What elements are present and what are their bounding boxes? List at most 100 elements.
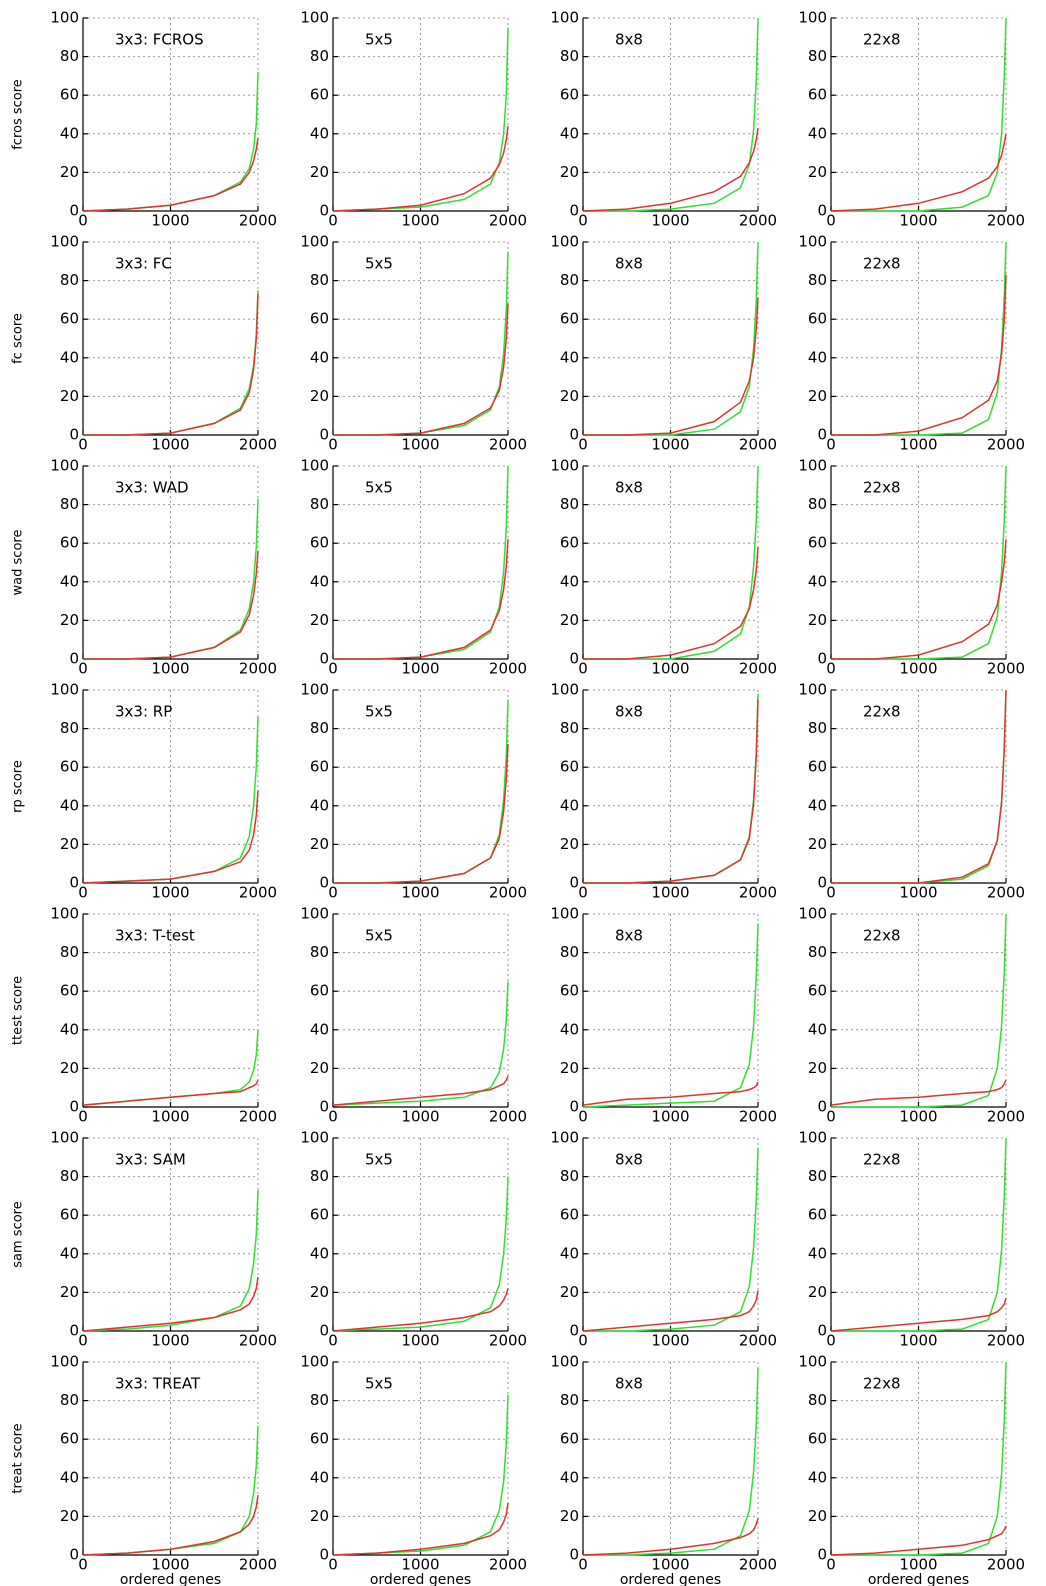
x-axis-label: ordered genes	[620, 1572, 721, 1586]
x-tick-label: 2000	[739, 1332, 777, 1350]
x-tick-label: 0	[328, 884, 338, 902]
x-tick-label: 1000	[151, 1556, 189, 1574]
y-tick-label: 40	[310, 1020, 329, 1038]
y-tick-label: 20	[560, 835, 579, 853]
y-tick-label: 0	[569, 650, 579, 668]
y-axis-label: fc score	[11, 313, 26, 364]
series-line	[333, 539, 509, 660]
series-line	[831, 241, 1007, 436]
y-tick-label: 60	[808, 534, 827, 552]
series-line	[583, 465, 759, 660]
y-tick-label: 60	[60, 758, 79, 776]
x-tick-label: 2000	[739, 660, 777, 678]
x-tick-label: 2000	[987, 1332, 1025, 1350]
y-tick-label: 20	[808, 611, 827, 629]
y-tick-label: 20	[808, 1507, 827, 1525]
y-tick-label: 60	[560, 982, 579, 1000]
y-tick-label: 20	[310, 1507, 329, 1525]
chart-title: 3x3: FCROS	[115, 31, 204, 49]
x-tick-label: 1000	[151, 884, 189, 902]
x-tick-label: 0	[578, 660, 588, 678]
series-line	[830, 133, 1007, 212]
y-tick-label: 80	[60, 495, 79, 513]
series-line	[582, 1081, 759, 1106]
y-tick-label: 100	[50, 233, 79, 251]
x-tick-label: 0	[826, 1108, 836, 1126]
x-tick-label: 0	[826, 884, 836, 902]
y-tick-label: 80	[560, 271, 579, 289]
y-tick-label: 60	[560, 1206, 579, 1224]
chart-title: 8x8	[615, 31, 643, 49]
y-tick-label: 80	[60, 1391, 79, 1409]
x-tick-label: 0	[826, 1332, 836, 1350]
y-tick-label: 60	[60, 534, 79, 552]
y-tick-label: 20	[60, 1283, 79, 1301]
x-tick-label: 0	[826, 212, 836, 230]
y-tick-label: 20	[560, 387, 579, 405]
series-line	[82, 1029, 259, 1106]
chart-title: 8x8	[615, 927, 643, 945]
y-tick-label: 0	[817, 1098, 827, 1116]
y-tick-label: 80	[808, 1167, 827, 1185]
y-tick-label: 80	[310, 1167, 329, 1185]
y-tick-label: 20	[808, 1059, 827, 1077]
y-tick-label: 60	[808, 1206, 827, 1224]
y-tick-label: 40	[60, 348, 79, 366]
y-tick-label: 20	[60, 387, 79, 405]
y-tick-label: 0	[69, 1322, 79, 1340]
y-tick-label: 100	[798, 233, 827, 251]
y-tick-label: 100	[50, 1129, 79, 1147]
y-tick-label: 20	[808, 1283, 827, 1301]
x-tick-label: 0	[78, 436, 88, 454]
y-tick-label: 80	[560, 1391, 579, 1409]
y-tick-label: 100	[550, 457, 579, 475]
y-tick-label: 60	[310, 310, 329, 328]
y-tick-label: 20	[560, 1059, 579, 1077]
y-tick-label: 40	[310, 1468, 329, 1486]
chart-title: 5x5	[365, 1375, 393, 1393]
y-tick-label: 0	[319, 650, 329, 668]
y-tick-label: 100	[50, 1353, 79, 1371]
series-line	[831, 17, 1007, 212]
y-tick-label: 100	[798, 457, 827, 475]
y-tick-label: 0	[569, 426, 579, 444]
chart-title: 22x8	[863, 1375, 901, 1393]
x-tick-label: 1000	[651, 1108, 689, 1126]
x-tick-label: 2000	[739, 1556, 777, 1574]
y-tick-label: 80	[808, 495, 827, 513]
x-tick-label: 2000	[739, 1108, 777, 1126]
series-line	[83, 550, 259, 660]
y-tick-label: 20	[310, 1059, 329, 1077]
y-tick-label: 100	[550, 1129, 579, 1147]
y-tick-label: 80	[560, 47, 579, 65]
y-tick-label: 0	[817, 1546, 827, 1564]
y-axis-label: rp score	[11, 760, 26, 813]
x-tick-label: 1000	[401, 660, 439, 678]
x-axis-label: ordered genes	[370, 1572, 471, 1586]
series-line	[82, 790, 259, 884]
y-tick-label: 0	[817, 874, 827, 892]
y-tick-label: 0	[569, 874, 579, 892]
x-tick-label: 0	[826, 1556, 836, 1574]
series-line	[831, 539, 1007, 660]
y-tick-label: 100	[798, 905, 827, 923]
chart-title: 22x8	[863, 1151, 901, 1169]
series-line	[583, 693, 759, 884]
y-tick-label: 40	[808, 348, 827, 366]
x-tick-label: 2000	[987, 1556, 1025, 1574]
y-tick-label: 80	[310, 1391, 329, 1409]
x-tick-label: 1000	[651, 1556, 689, 1574]
chart-title: 22x8	[863, 255, 901, 273]
x-tick-label: 2000	[739, 436, 777, 454]
series-line	[82, 1495, 259, 1556]
y-tick-label: 100	[550, 681, 579, 699]
series-line	[831, 274, 1007, 436]
x-tick-label: 1000	[401, 212, 439, 230]
x-tick-label: 1000	[899, 660, 937, 678]
x-axis-label: ordered genes	[868, 1572, 969, 1586]
y-tick-label: 60	[310, 534, 329, 552]
x-tick-label: 2000	[239, 1332, 277, 1350]
series-line	[332, 1502, 509, 1556]
x-tick-label: 2000	[239, 884, 277, 902]
